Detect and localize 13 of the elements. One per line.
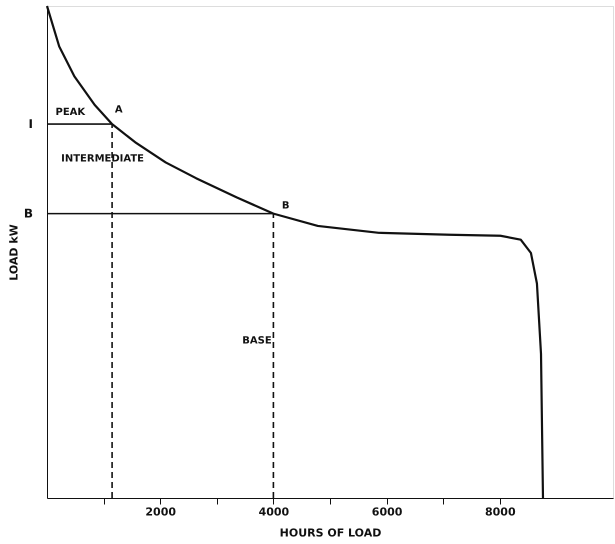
ref-line-label: I <box>28 117 33 132</box>
x-axis-title: HOURS OF LOAD <box>280 526 382 540</box>
annotation: PEAK <box>55 106 86 118</box>
annotation: BASE <box>242 336 272 347</box>
ref-line-label: B <box>24 206 33 221</box>
x-tick-label: 6000 <box>372 506 403 518</box>
x-tick-label: 4000 <box>258 506 290 518</box>
annotation: INTERMEDIATE <box>61 154 144 165</box>
x-tick-label: 2000 <box>145 506 176 518</box>
x-tick-label: 8000 <box>484 506 516 518</box>
annotation: A <box>114 104 123 116</box>
y-axis-title: LOAD kW <box>8 224 20 281</box>
annotation: B <box>282 200 290 212</box>
